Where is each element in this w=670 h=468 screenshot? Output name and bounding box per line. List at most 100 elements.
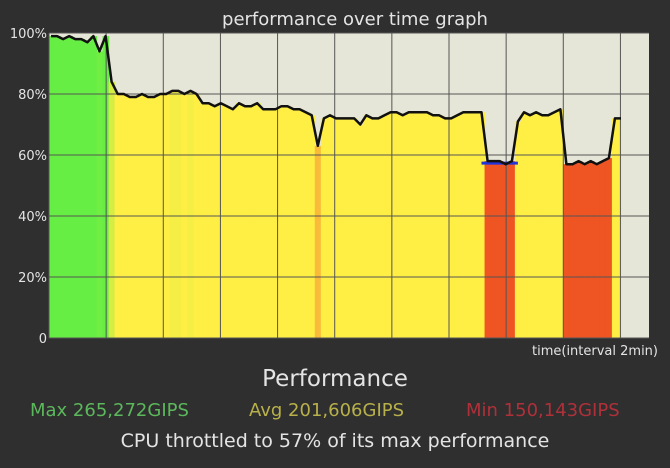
area-strip [144, 97, 152, 338]
area-strip [393, 112, 401, 338]
area-strip [575, 161, 583, 338]
area-strip [284, 106, 292, 338]
area-strip [611, 118, 619, 339]
area-strip [351, 118, 358, 339]
chart-svg: performance over time graph time(interva… [10, 9, 658, 359]
performance-line [51, 34, 621, 166]
x-axis-label: time(interval 2min) [532, 344, 658, 359]
area-strip [90, 36, 98, 339]
area-strip [460, 112, 467, 338]
area-strip [272, 109, 279, 338]
y-tick-label: 0 [39, 332, 47, 347]
area-strip [429, 115, 437, 338]
area-strip [108, 81, 116, 339]
area-strip [72, 39, 79, 338]
chart-title: performance over time graph [222, 9, 488, 30]
area-strip [605, 158, 613, 338]
area-strip [381, 115, 389, 338]
area-strip [587, 161, 595, 338]
area-strip [84, 42, 92, 339]
area-strip [60, 39, 67, 338]
area-strip [411, 112, 419, 338]
area-strip [417, 112, 425, 338]
area-strip [448, 118, 455, 339]
area-strip [442, 118, 449, 339]
area-strip [599, 161, 607, 338]
area-strip [569, 164, 577, 338]
area-strip [211, 106, 219, 338]
area-strip [375, 118, 383, 339]
area-strip [132, 97, 140, 338]
area-strip [545, 115, 552, 338]
area-strip [260, 109, 267, 338]
area-strip [520, 112, 528, 338]
area-strip [54, 36, 61, 339]
y-tick-label: 60% [18, 149, 47, 164]
area-strip [66, 36, 73, 339]
area-strip [539, 115, 546, 338]
area-strip [478, 112, 486, 338]
area-strip [320, 118, 328, 339]
area-strip [533, 112, 540, 338]
area-strip [235, 103, 243, 339]
y-tick-label: 20% [18, 271, 47, 286]
area-strip [296, 109, 304, 338]
area-strip [217, 103, 225, 339]
area-strip [357, 124, 364, 338]
area-strip [387, 112, 395, 338]
area-strip [436, 115, 443, 338]
area-strip [484, 161, 492, 338]
max-performance-stat: Max 265,272GIPS [30, 400, 189, 421]
area-strip [49, 36, 55, 339]
area-strip [332, 118, 340, 339]
area-strip [302, 112, 310, 338]
area-strip [508, 161, 516, 338]
area-strip [405, 112, 413, 338]
area-strip [290, 109, 298, 338]
throttle-note: CPU throttled to 57% of its max performa… [120, 430, 550, 452]
area-strip [187, 90, 195, 338]
area-strip [454, 115, 461, 338]
area-strip [527, 115, 534, 338]
y-tick-label: 100% [10, 27, 47, 42]
avg-performance-stat: Avg 201,606GIPS [249, 400, 405, 421]
area-strip [617, 118, 622, 339]
area-strip [496, 161, 504, 338]
area-strip [345, 118, 352, 339]
area-strip [399, 115, 407, 338]
area-strip [423, 112, 431, 338]
area-strip [314, 145, 322, 338]
performance-heading: Performance [262, 366, 408, 392]
area-strip [266, 109, 273, 338]
area-strip [514, 121, 522, 338]
area-strip [229, 109, 237, 338]
area-strip [278, 106, 286, 338]
area-strip [308, 115, 316, 338]
area-strip [126, 97, 134, 338]
area-strip [466, 112, 474, 338]
area-strip [472, 112, 480, 338]
area-strip [551, 112, 558, 338]
area-strip [199, 103, 207, 339]
area-strip [363, 115, 370, 338]
area-strip [248, 106, 255, 338]
area-strip [223, 106, 231, 338]
area-strip [96, 51, 104, 339]
area-strip [593, 164, 601, 338]
area-strip [254, 103, 261, 339]
area-strip [175, 90, 182, 338]
area-strip [339, 118, 346, 339]
area-strip [78, 39, 85, 338]
area-strip [169, 90, 176, 338]
area-strip [205, 103, 213, 339]
min-performance-stat: Min 150,143GIPS [466, 400, 620, 421]
area-strip [151, 97, 158, 338]
area-strip [490, 161, 498, 338]
area-strip [557, 109, 564, 338]
area-strip [563, 164, 571, 338]
y-tick-label: 40% [18, 210, 47, 225]
y-tick-label: 80% [18, 88, 47, 103]
area-strip [369, 118, 377, 339]
area-strip [581, 164, 589, 338]
